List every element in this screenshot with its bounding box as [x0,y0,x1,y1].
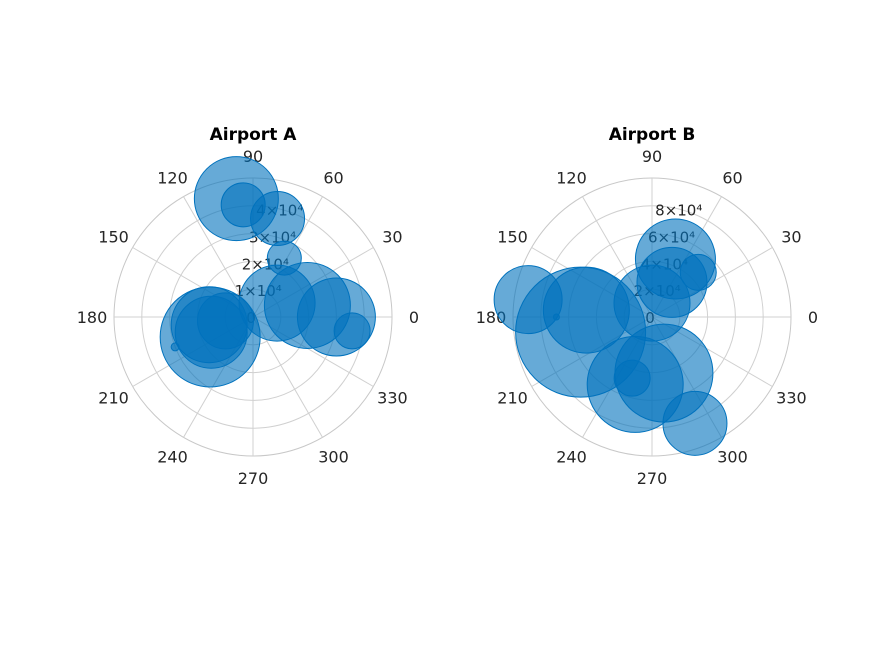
theta-tick-label: 300 [318,447,349,466]
theta-tick-label: 270 [637,469,668,488]
theta-tick-label: 330 [776,389,807,408]
data-bubble [552,313,560,321]
data-bubble [613,359,651,397]
data-bubble [250,191,306,247]
theta-tick-label: 60 [323,169,343,188]
data-bubble [159,286,261,388]
data-bubble [170,342,180,352]
theta-tick-label: 240 [556,447,587,466]
theta-tick-label: 180 [77,308,108,327]
data-bubble [662,390,728,456]
chart-title: Airport B [609,125,696,145]
theta-tick-label: 270 [238,469,269,488]
theta-tick-label: 120 [157,169,188,188]
theta-tick-label: 240 [157,447,188,466]
data-bubble [333,312,371,350]
theta-tick-label: 90 [642,147,662,166]
chart-title: Airport A [210,125,298,145]
theta-tick-label: 210 [497,389,528,408]
radial-tick-label: 8×10⁴ [655,202,702,220]
theta-tick-label: 30 [382,228,402,247]
polar-axes-2: 030609012015018021024027030033002×10⁴4×1… [476,125,818,488]
theta-tick-label: 210 [98,389,129,408]
theta-tick-label: 0 [808,308,818,327]
theta-tick-label: 300 [717,447,748,466]
theta-tick-label: 330 [377,389,408,408]
theta-tick-label: 150 [98,228,129,247]
theta-tick-label: 30 [781,228,801,247]
theta-tick-label: 150 [497,228,528,247]
theta-tick-label: 0 [409,308,419,327]
theta-tick-label: 120 [556,169,587,188]
polar-axes-1: 030609012015018021024027030033001×10⁴2×1… [77,125,419,488]
theta-tick-label: 60 [722,169,742,188]
